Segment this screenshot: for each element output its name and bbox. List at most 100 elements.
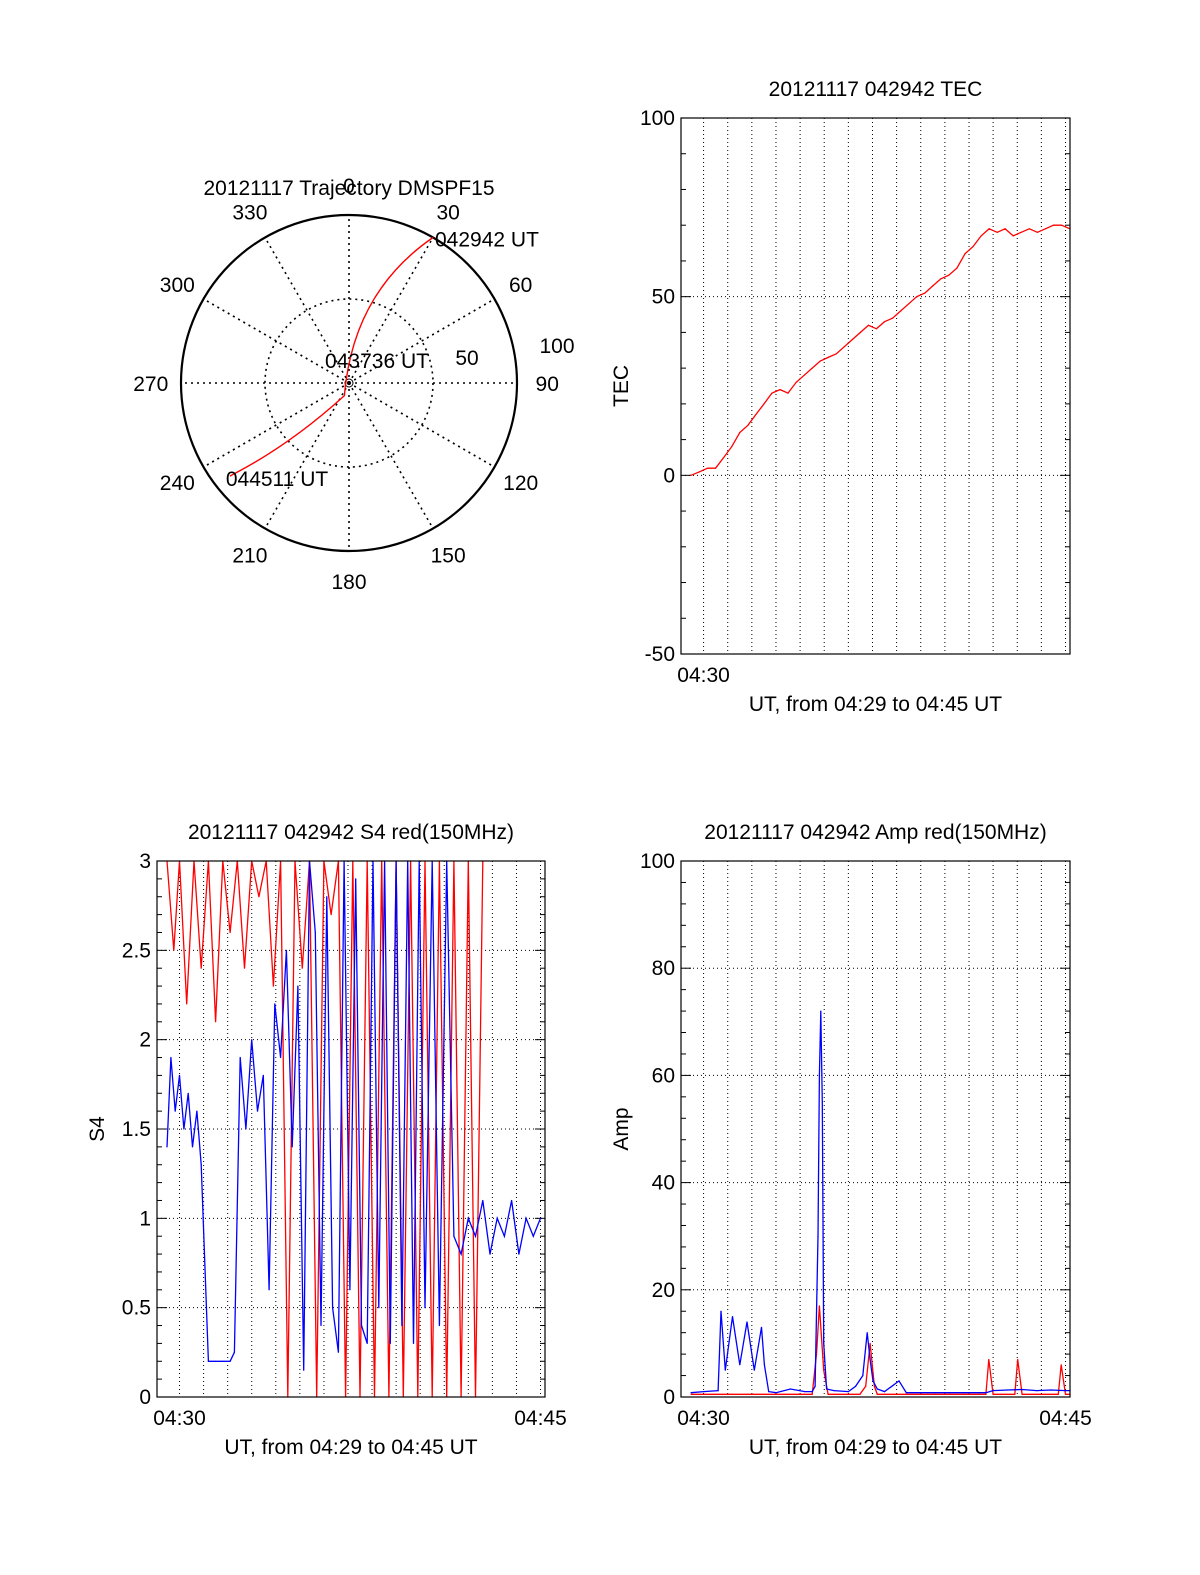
- series-point-blue: [985, 1392, 987, 1394]
- y-tick-label: 0: [663, 464, 675, 487]
- series-point-red: [698, 471, 701, 473]
- series-point-red: [690, 474, 692, 476]
- series-point-red: [873, 1385, 876, 1387]
- series-point-blue: [724, 1369, 726, 1371]
- x-axis-label: UT, from 04:29 to 04:45 UT: [749, 693, 1002, 716]
- x-tick-label: 04:45: [1039, 1407, 1092, 1430]
- polar-angle-label: 240: [160, 472, 195, 495]
- series-point-red: [1020, 231, 1022, 233]
- series-point-red: [723, 456, 725, 459]
- polar-angle-label: 30: [436, 201, 459, 224]
- series-point-red: [1017, 1358, 1019, 1361]
- series-point-blue: [775, 1392, 777, 1394]
- series-point-blue: [438, 1324, 440, 1327]
- series-point-blue: [731, 1316, 734, 1318]
- series-point-blue: [496, 1217, 498, 1219]
- series-point-blue: [739, 1364, 741, 1366]
- series-point-red: [1036, 231, 1038, 233]
- series-point-red: [1028, 228, 1030, 230]
- series-point-red: [186, 1003, 188, 1005]
- polar-spoke: [264, 382, 350, 529]
- series-point-red: [847, 1393, 850, 1395]
- y-tick-label: 60: [652, 1064, 675, 1087]
- y-tick-label: 1: [139, 1207, 151, 1230]
- series-point-red: [988, 228, 990, 230]
- series-point-blue: [268, 1289, 270, 1291]
- series-point-red: [755, 414, 757, 416]
- series-point-red: [1036, 1393, 1038, 1395]
- chart-panel-2: 20121117 042942 S4 red(150MHz) 0 0.5 1 1.5 2 2…: [86, 821, 567, 1459]
- series-point-red: [1057, 1393, 1059, 1395]
- polar-angle-label: 0: [343, 175, 355, 198]
- series-point-blue: [207, 1360, 209, 1362]
- polar-spoke: [203, 298, 350, 384]
- series-point-blue: [720, 1310, 722, 1312]
- polar-angle-label: 90: [536, 373, 559, 396]
- series-point-blue: [274, 1003, 276, 1005]
- series-point-red: [775, 1393, 777, 1395]
- series-point-red: [715, 467, 717, 469]
- series-point-red: [916, 296, 918, 298]
- series-point-red: [789, 1393, 792, 1395]
- series-point-red: [811, 1393, 813, 1395]
- series-point-blue: [215, 1360, 217, 1362]
- y-axis-label: TEC: [610, 365, 633, 407]
- series-point-blue: [196, 1110, 198, 1112]
- polar-angle-label: 150: [431, 545, 466, 568]
- series-point-blue: [920, 1392, 922, 1394]
- trajectory-line: [229, 236, 434, 477]
- plot-frame: [680, 860, 1071, 1398]
- series-point-blue: [285, 949, 287, 951]
- series-point-red: [301, 967, 303, 969]
- series-point-blue: [482, 1199, 484, 1202]
- series-point-blue: [760, 1326, 763, 1328]
- series-point-blue: [703, 1391, 705, 1393]
- series-point-blue: [532, 1235, 534, 1237]
- series-point-blue: [297, 985, 299, 987]
- series-point-blue: [262, 1074, 264, 1076]
- series-point-blue: [717, 1390, 719, 1392]
- series-point-red: [1060, 1364, 1062, 1366]
- y-tick-label: 1.5: [122, 1118, 151, 1141]
- series-point-red: [859, 1393, 861, 1395]
- series-point-blue: [821, 1101, 823, 1103]
- series-point-blue: [1036, 1390, 1038, 1392]
- series-point-red: [892, 317, 894, 319]
- series-point-red: [818, 1305, 821, 1307]
- series-point-red: [690, 1393, 692, 1395]
- series-point-blue: [539, 1217, 542, 1219]
- series-point-red: [876, 1393, 878, 1395]
- trajectory-end-label: 044511 UT: [226, 468, 329, 491]
- series-point-red: [963, 1393, 965, 1395]
- series-point-red: [243, 967, 246, 969]
- series-point-red: [827, 1393, 829, 1395]
- polar-angle-label: 60: [509, 274, 532, 297]
- series-point-red: [843, 346, 845, 348]
- chart-title: 20121117 042942 S4 red(150MHz): [188, 821, 514, 844]
- series-point-red: [215, 1021, 217, 1023]
- series-point-blue: [349, 1289, 351, 1291]
- polar-angle-label: 300: [160, 274, 195, 297]
- polar-spoke: [348, 237, 434, 384]
- y-tick-label: 20: [652, 1279, 675, 1302]
- y-tick-label: 2: [139, 1029, 151, 1052]
- series-point-red: [1014, 1393, 1016, 1395]
- series-point-blue: [166, 1146, 168, 1148]
- series-point-red: [763, 403, 765, 405]
- series-point-blue: [174, 1110, 176, 1112]
- series-point-blue: [200, 1164, 202, 1166]
- series-point-blue: [314, 931, 316, 934]
- series-point-red: [823, 1369, 825, 1371]
- series-point-red: [173, 949, 175, 951]
- series-point-blue: [891, 1385, 893, 1387]
- series-point-blue: [170, 1056, 172, 1059]
- series-point-blue: [934, 1392, 936, 1394]
- series-point-blue: [826, 1388, 828, 1390]
- series-point-red: [883, 321, 886, 323]
- series-point-blue: [753, 1369, 755, 1371]
- series-point-red: [835, 353, 837, 355]
- series-point-blue: [746, 1321, 748, 1323]
- series-point-red: [1021, 1393, 1023, 1395]
- series-point-blue: [229, 1360, 231, 1362]
